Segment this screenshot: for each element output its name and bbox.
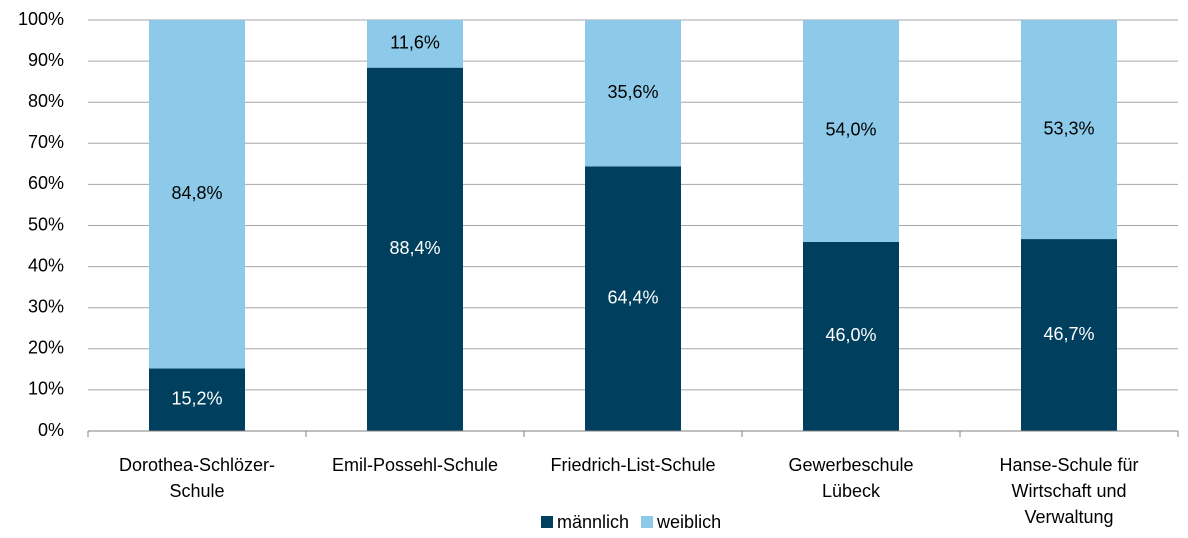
bar-segment (367, 20, 463, 68)
y-tick-label: 60% (28, 173, 64, 193)
bar-segment (149, 20, 245, 369)
value-label: 11,6% (390, 33, 440, 53)
y-tick-label: 10% (28, 379, 64, 399)
bar-segment (803, 241, 899, 431)
value-label: 54,0% (825, 120, 876, 140)
y-tick-label: 100% (18, 9, 64, 29)
x-tick-label: Wirtschaft und (1011, 481, 1126, 501)
bar-segment (149, 368, 245, 431)
legend-swatch (641, 516, 654, 528)
legend-label: weiblich (656, 512, 721, 532)
legend-label: männlich (557, 512, 629, 532)
value-label: 64,4% (607, 287, 658, 307)
x-tick-label: Friedrich-List-Schule (550, 455, 715, 475)
y-tick-label: 80% (28, 91, 64, 111)
y-tick-label: 40% (28, 255, 64, 275)
bar-segment (585, 166, 681, 432)
x-tick-label: Verwaltung (1024, 507, 1113, 527)
bar-segment (1021, 239, 1117, 431)
x-tick-label: Hanse-Schule für (999, 455, 1138, 475)
y-tick-label: 90% (28, 50, 64, 70)
bar-segment (367, 67, 463, 432)
y-tick-label: 0% (38, 420, 64, 440)
x-tick-label: Schule (169, 481, 224, 501)
value-label: 46,0% (825, 325, 876, 345)
x-tick-label: Dorothea-Schlözer- (119, 455, 275, 475)
bar-segment (803, 20, 899, 242)
value-label: 88,4% (389, 238, 440, 258)
value-label: 84,8% (171, 183, 222, 203)
value-label: 46,7% (1043, 324, 1094, 344)
y-tick-label: 30% (28, 296, 64, 316)
y-tick-label: 20% (28, 338, 64, 358)
value-label: 15,2% (171, 389, 222, 409)
value-label: 53,3% (1043, 118, 1094, 138)
bar-segment (1021, 20, 1117, 240)
x-tick-label: Lübeck (822, 481, 881, 501)
legend-swatch (541, 516, 553, 528)
bar-segment (585, 20, 681, 167)
x-tick-label: Gewerbeschule (788, 455, 913, 475)
y-tick-label: 70% (28, 132, 64, 152)
x-tick-label: Emil-Possehl-Schule (332, 455, 498, 475)
value-label: 35,6% (607, 82, 658, 102)
y-tick-label: 50% (28, 214, 64, 234)
